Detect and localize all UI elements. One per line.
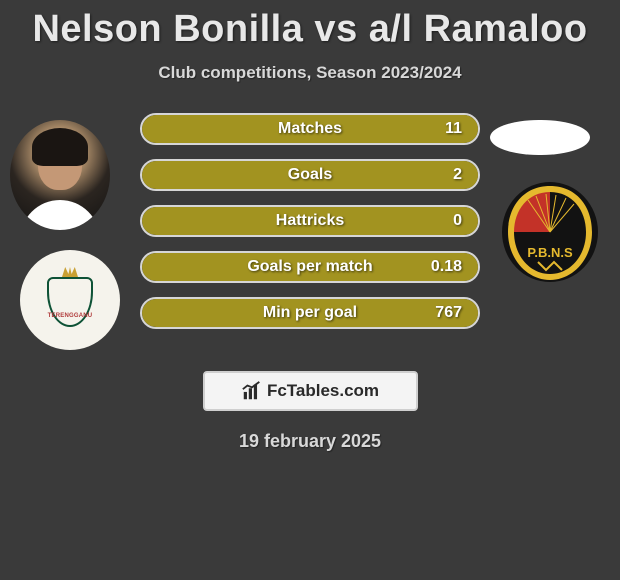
- footer-date: 19 february 2025: [0, 431, 620, 452]
- stat-right-value: 2: [422, 166, 462, 184]
- page-title: Nelson Bonilla vs a/l Ramaloo: [0, 0, 620, 51]
- stat-right-value: 11: [422, 120, 462, 138]
- stat-bar-goals-per-match: Goals per match 0.18: [140, 251, 480, 283]
- stat-label: Hattricks: [276, 212, 344, 230]
- stat-bar-goals: Goals 2: [140, 159, 480, 191]
- stat-right-value: 767: [422, 304, 462, 322]
- stat-right-value: 0: [422, 212, 462, 230]
- stat-bar-min-per-goal: Min per goal 767: [140, 297, 480, 329]
- brand-text: FcTables.com: [267, 381, 379, 401]
- stat-label: Min per goal: [263, 304, 357, 322]
- stat-label: Goals per match: [247, 258, 372, 276]
- stats-area: Matches 11 Goals 2 Hattricks 0 Goals per match…: [0, 113, 620, 353]
- chart-icon: [241, 380, 263, 402]
- stat-bar-matches: Matches 11: [140, 113, 480, 145]
- brand-box: FcTables.com: [203, 371, 418, 411]
- stat-label: Goals: [288, 166, 332, 184]
- stat-right-value: 0.18: [422, 258, 462, 276]
- subtitle: Club competitions, Season 2023/2024: [0, 63, 620, 83]
- stat-bar-hattricks: Hattricks 0: [140, 205, 480, 237]
- stat-label: Matches: [278, 120, 342, 138]
